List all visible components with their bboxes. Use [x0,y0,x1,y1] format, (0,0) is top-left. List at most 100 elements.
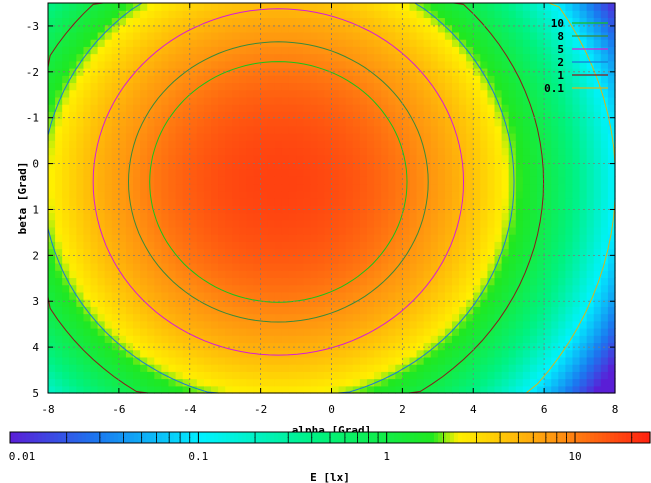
heatmap-cell [444,277,453,286]
heatmap-cell [388,320,396,329]
heatmap-cell [203,241,212,250]
heatmap-cell [494,176,503,185]
heatmap-cell [154,10,162,19]
heatmap-cell [203,198,212,206]
heatmap-cell [182,371,191,380]
heatmap-cell [473,183,481,192]
heatmap-cell [381,291,389,300]
heatmap-cell [232,212,240,221]
heatmap-cell [203,60,212,69]
heatmap-cell [544,60,552,69]
heatmap-cell [154,226,162,235]
heatmap-cell [544,342,552,351]
heatmap-cell [430,385,439,394]
heatmap-cell [551,320,559,329]
heatmap-cell [225,364,233,372]
heatmap-cell [572,299,581,307]
heatmap-cell [551,270,559,279]
heatmap-cell [558,291,566,300]
colorbar-segment [62,432,67,443]
heatmap-cell [388,342,396,351]
heatmap-cell [118,46,127,55]
heatmap-cell [466,356,474,365]
heatmap-cell [430,234,439,242]
heatmap-cell [451,385,460,394]
heatmap-cell [494,320,503,329]
heatmap-cell [168,82,177,91]
heatmap-cell [55,226,63,235]
heatmap-cell [317,104,326,112]
heatmap-cell [416,147,425,156]
heatmap-cell [267,219,276,228]
heatmap-cell [395,60,403,69]
heatmap-cell [473,248,481,257]
heatmap-cell [437,60,446,69]
heatmap-cell [161,255,170,264]
heatmap-cell [607,89,616,98]
heatmap-cell [607,313,616,322]
heatmap-cell [402,248,411,257]
heatmap-cell [366,364,375,372]
heatmap-cell [345,255,354,264]
heatmap-cell [600,154,609,163]
heatmap-cell [239,104,248,112]
heatmap-cell [444,364,453,372]
heatmap-cell [246,234,255,242]
heatmap-cell [366,205,375,214]
heatmap-cell [374,328,382,336]
heatmap-cell [218,248,226,257]
heatmap-cell [345,219,354,228]
heatmap-cell [551,96,559,105]
heatmap-cell [352,219,361,228]
heatmap-cell [345,190,354,199]
heatmap-cell [133,176,141,185]
heatmap-cell [253,212,262,221]
heatmap-cell [62,198,70,206]
heatmap-cell [161,24,170,33]
heatmap-cell [76,270,85,279]
heatmap-cell [133,183,141,192]
heatmap-cell [168,68,177,76]
heatmap-cell [175,183,184,192]
heatmap-cell [76,68,85,76]
heatmap-cell [331,39,340,47]
heatmap-cell [203,111,212,120]
heatmap-cell [310,248,318,257]
heatmap-cell [416,328,425,336]
heatmap-cell [501,277,510,286]
heatmap-cell [501,104,510,112]
heatmap-cell [345,89,354,98]
heatmap-cell [111,226,120,235]
heatmap-cell [579,306,588,315]
heatmap-cell [161,53,170,62]
heatmap-cell [345,118,354,127]
heatmap-cell [182,212,191,221]
heatmap-cell [274,284,283,293]
heatmap-cell [579,125,588,134]
colorbar-segment [346,432,351,443]
heatmap-cell [579,82,588,91]
heatmap-cell [402,219,411,228]
heatmap-cell [168,3,177,11]
heatmap-cell [62,118,70,127]
heatmap-cell [331,263,340,271]
heatmap-cell [125,82,134,91]
heatmap-cell [175,161,184,170]
heatmap-cell [104,371,113,380]
heatmap-cell [480,234,489,242]
heatmap-cell [274,263,283,271]
heatmap-cell [147,226,155,235]
heatmap-cell [451,24,460,33]
heatmap-cell [48,356,56,365]
heatmap-cell [352,328,361,336]
heatmap-cell [203,212,212,221]
colorbar-segment [258,432,263,443]
heatmap-cell [537,75,545,84]
heatmap-cell [303,328,311,336]
heatmap-cell [55,212,63,221]
heatmap-cell [600,378,609,387]
heatmap-cell [97,212,106,221]
heatmap-cell [522,320,531,329]
heatmap-cell [565,277,574,286]
heatmap-cell [274,212,283,221]
